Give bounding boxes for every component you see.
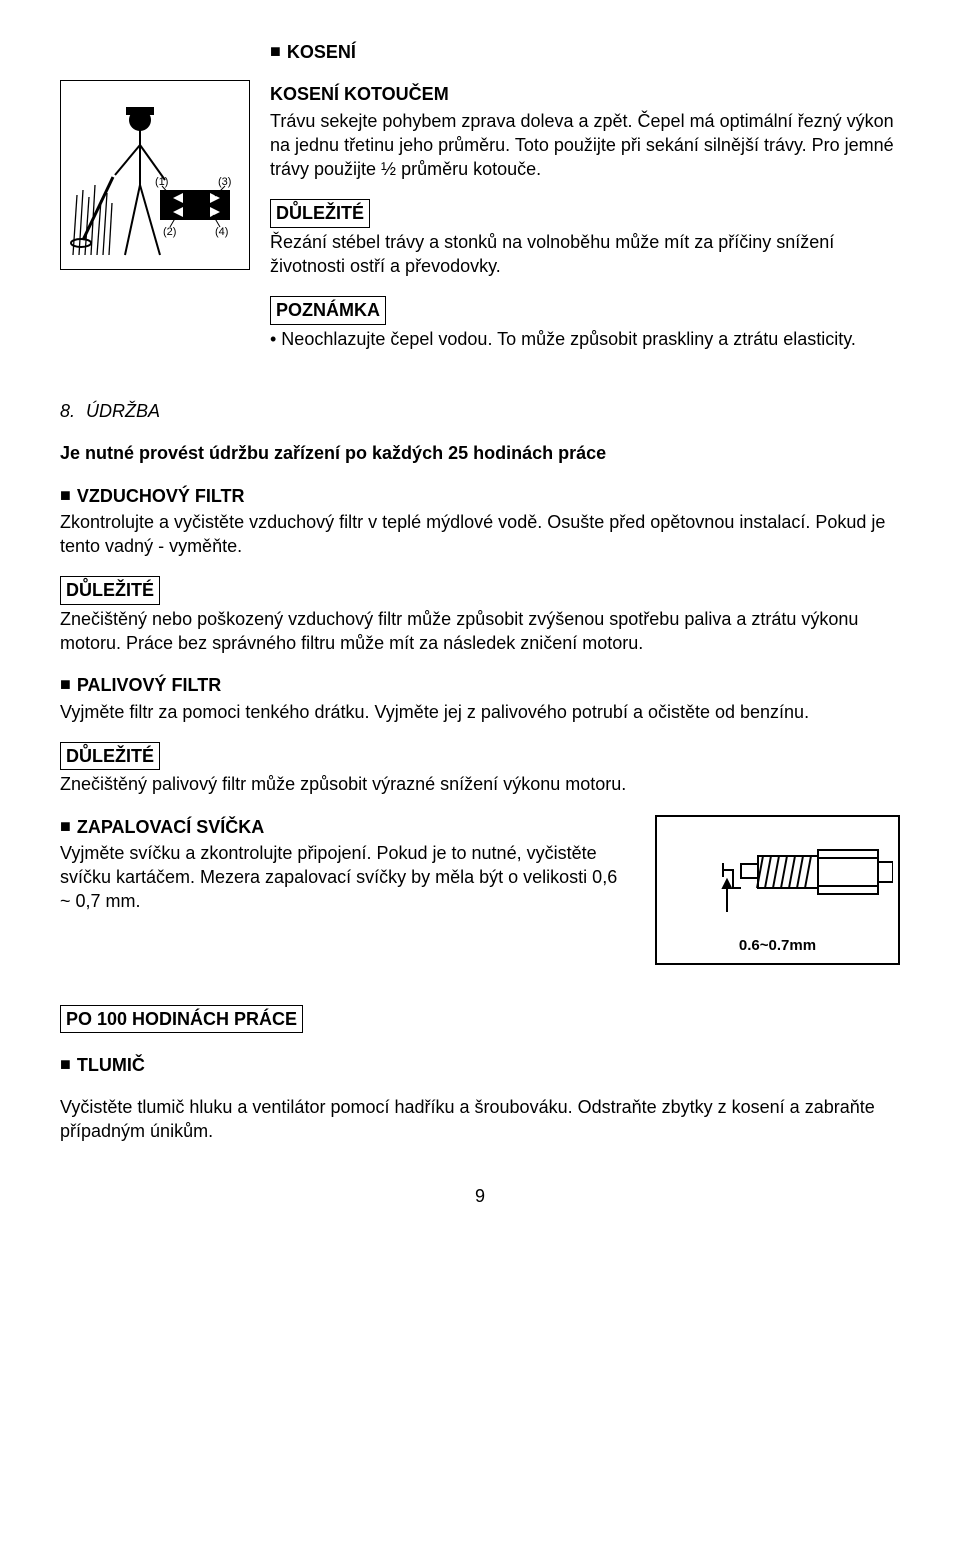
svicka-text: Vyjměte svíčku a zkontrolujte připojení.… bbox=[60, 841, 631, 914]
figure-sparkplug: 0.6~0.7mm bbox=[655, 815, 900, 965]
bullet-icon: ■ bbox=[60, 1052, 71, 1076]
tlumic-title: TLUMIČ bbox=[77, 1055, 145, 1075]
sparkplug-row: ■ ZAPALOVACÍ SVÍČKA Vyjměte svíčku a zkon… bbox=[60, 815, 900, 965]
page-number: 9 bbox=[60, 1184, 900, 1208]
section8-number: 8. bbox=[60, 401, 75, 421]
section-title-text: KOSENÍ bbox=[287, 42, 356, 62]
bullet-icon: ■ bbox=[60, 483, 71, 507]
vzduch-block: ■ VZDUCHOVÝ FILTR Zkontrolujte a vyčistět… bbox=[60, 484, 900, 559]
dulezite3-label: DŮLEŽITÉ bbox=[60, 742, 160, 770]
po100-block: PO 100 HODINÁCH PRÁCE bbox=[60, 1005, 900, 1035]
tlumic-block: ■ TLUMIČ Vyčistěte tlumič hluku a ventilá… bbox=[60, 1053, 900, 1144]
dulezite2-label: DŮLEŽITÉ bbox=[60, 576, 160, 604]
bullet-icon: ■ bbox=[60, 814, 71, 838]
sparkplug-illustration bbox=[663, 822, 893, 932]
dulezite3-text: Znečištěný palivový filtr může způsobit … bbox=[60, 772, 900, 796]
top-row: (1) (3) (2) (4) ■ KOSENÍ KOSENÍ KOTOUČEM … bbox=[60, 40, 900, 369]
sparkplug-caption: 0.6~0.7mm bbox=[739, 936, 816, 956]
subsection-koseni-kotoucem: KOSENÍ KOTOUČEM Trávu sekejte pohybem zp… bbox=[270, 82, 900, 181]
bullet-icon: ■ bbox=[270, 39, 281, 63]
section8-heading: 8. ÚDRŽBA bbox=[60, 399, 900, 423]
vzduch-text: Zkontrolujte a vyčistěte vzduchový filtr… bbox=[60, 510, 900, 559]
section-koseni: ■ KOSENÍ bbox=[270, 40, 900, 64]
palivo-text: Vyjměte filtr za pomoci tenkého drátku. … bbox=[60, 700, 900, 724]
subsection-text: Trávu sekejte pohybem zprava doleva a zp… bbox=[270, 109, 900, 182]
poznamka-label: POZNÁMKA bbox=[270, 296, 386, 324]
dulezite-label: DŮLEŽITÉ bbox=[270, 199, 370, 227]
svicka-title-row: ■ ZAPALOVACÍ SVÍČKA bbox=[60, 815, 631, 839]
section8-title: ÚDRŽBA bbox=[86, 401, 160, 421]
dulezite-block-3: DŮLEŽITÉ Znečištěný palivový filtr může … bbox=[60, 742, 900, 797]
bullet-icon: ■ bbox=[60, 672, 71, 696]
dulezite-block-1: DŮLEŽITÉ Řezání stébel trávy a stonků na… bbox=[270, 199, 900, 278]
vzduch-title-row: ■ VZDUCHOVÝ FILTR bbox=[60, 484, 900, 508]
subsection-title: KOSENÍ KOTOUČEM bbox=[270, 82, 900, 106]
figure-mowing: (1) (3) (2) (4) bbox=[60, 80, 250, 270]
tlumic-title-row: ■ TLUMIČ bbox=[60, 1053, 900, 1077]
dulezite2-text: Znečištěný nebo poškozený vzduchový filt… bbox=[60, 607, 900, 656]
svg-text:(4): (4) bbox=[215, 226, 228, 238]
po100-label: PO 100 HODINÁCH PRÁCE bbox=[60, 1005, 303, 1033]
dulezite-text: Řezání stébel trávy a stonků na volnoběh… bbox=[270, 230, 900, 279]
svicka-block: ■ ZAPALOVACÍ SVÍČKA Vyjměte svíčku a zkon… bbox=[60, 815, 631, 914]
poznamka-block: POZNÁMKA • Neochlazujte čepel vodou. To … bbox=[270, 296, 900, 351]
top-text-column: ■ KOSENÍ KOSENÍ KOTOUČEM Trávu sekejte po… bbox=[270, 40, 900, 369]
section8-intro: Je nutné provést údržbu zařízení po každ… bbox=[60, 441, 900, 465]
dulezite-block-2: DŮLEŽITÉ Znečištěný nebo poškozený vzduc… bbox=[60, 576, 900, 655]
palivo-block: ■ PALIVOVÝ FILTR Vyjměte filtr za pomoci … bbox=[60, 673, 900, 724]
tlumic-text: Vyčistěte tlumič hluku a ventilátor pomo… bbox=[60, 1095, 900, 1144]
vzduch-title: VZDUCHOVÝ FILTR bbox=[77, 486, 245, 506]
palivo-title-row: ■ PALIVOVÝ FILTR bbox=[60, 673, 900, 697]
svg-text:(2): (2) bbox=[163, 226, 176, 238]
mowing-illustration: (1) (3) (2) (4) bbox=[65, 85, 245, 265]
svicka-title: ZAPALOVACÍ SVÍČKA bbox=[77, 817, 264, 837]
poznamka-bullet: • Neochlazujte čepel vodou. To může způs… bbox=[270, 327, 900, 351]
palivo-title: PALIVOVÝ FILTR bbox=[77, 675, 221, 695]
svg-text:(1): (1) bbox=[155, 176, 168, 188]
